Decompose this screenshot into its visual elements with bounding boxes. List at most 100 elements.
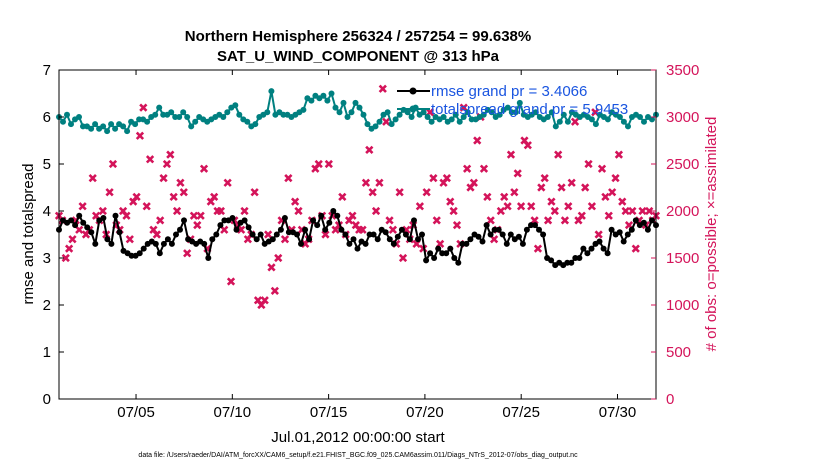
obs-assimilated-point — [459, 103, 468, 112]
obs-assimilated-point — [496, 206, 505, 216]
rmse-point — [76, 212, 83, 219]
totalspread-point — [440, 114, 447, 120]
legend: rmse grand pr = 3.4066 totalspread grand… — [397, 83, 628, 118]
rmse-point — [644, 226, 651, 233]
rmse-point — [495, 226, 502, 233]
rmse-point — [104, 236, 111, 243]
rmse-point — [572, 255, 579, 261]
totalspread-point — [168, 109, 175, 116]
rmse-point — [632, 217, 639, 224]
obs-assimilated-point — [98, 206, 107, 216]
obs-assimilated-point — [611, 173, 620, 183]
rmse-point — [427, 250, 434, 257]
totalspread-point — [408, 114, 415, 120]
obs-assimilated-point — [388, 225, 398, 234]
rmse-point — [580, 245, 587, 252]
totalspread-point — [176, 114, 183, 120]
rmse-point — [168, 240, 175, 247]
left-y-tick-label: 0 — [43, 391, 51, 408]
obs-assimilated-point — [614, 150, 624, 159]
rmse-point — [306, 236, 313, 243]
totalspread-point — [184, 114, 191, 120]
totalspread-point — [180, 109, 187, 116]
rmse-point — [354, 245, 361, 252]
totalspread-point — [548, 109, 555, 116]
obs-assimilated-point — [584, 159, 593, 169]
obs-assimilated-point — [601, 192, 610, 202]
obs-assimilated-point — [142, 202, 151, 211]
left-y-tick-label: 1 — [43, 344, 51, 361]
obs-assimilated-point — [348, 211, 357, 220]
rmse-point — [298, 240, 304, 247]
rmse-point — [205, 255, 212, 261]
rmse-point — [314, 222, 321, 229]
legend-rmse-marker — [409, 87, 417, 95]
legend-spread-label: totalspread grand pr = 5.9453 — [431, 101, 628, 118]
rmse-point — [519, 240, 526, 247]
obs-assimilated-point — [139, 103, 148, 112]
obs-assimilated-point — [594, 230, 603, 239]
rmse-point — [173, 231, 179, 238]
rmse-point — [455, 259, 462, 266]
obs-assimilated-point — [226, 277, 236, 286]
rmse-point — [588, 245, 595, 252]
obs-assimilated-point — [321, 230, 330, 239]
rmse-point — [628, 226, 635, 233]
obs-assimilated-point — [506, 150, 516, 159]
rmse-point — [294, 231, 300, 238]
totalspread-point — [364, 121, 371, 128]
rmse-point — [463, 240, 470, 247]
totalspread-point — [488, 109, 495, 116]
rmse-point — [548, 257, 555, 264]
rmse-point — [302, 226, 309, 233]
obs-assimilated-point — [193, 220, 202, 230]
rmse-point — [281, 215, 288, 221]
right-y-tick-label: 3500 — [666, 62, 699, 79]
obs-assimilated-point — [172, 206, 182, 216]
obs-assimilated-point — [68, 235, 77, 244]
obs-assimilated-point — [516, 202, 526, 211]
totalspread-point — [300, 106, 307, 113]
rmse-point — [249, 231, 256, 238]
totalspread-point — [388, 121, 395, 128]
obs-assimilated-point — [338, 192, 347, 202]
right-y-axis-ticks: 0 500 1000 1500 2000 2500 3000 3500 — [651, 62, 699, 408]
rmse-point — [487, 231, 494, 238]
rmse-point — [515, 233, 522, 240]
rmse-point — [245, 224, 252, 231]
obs-assimilated-point — [152, 230, 161, 239]
rmse-point — [229, 215, 236, 221]
rmse-point — [72, 222, 79, 229]
totalspread-point — [424, 114, 431, 120]
obs-assimilated-point — [284, 173, 293, 183]
rmse-point — [213, 231, 220, 238]
rmse-point — [596, 238, 603, 245]
obs-assimilated-point — [473, 136, 482, 145]
totalspread-point — [392, 116, 399, 123]
rmse-point — [608, 226, 615, 233]
obs-assimilated-point — [597, 164, 607, 173]
totalspread-point — [252, 121, 259, 128]
rmse-point — [209, 236, 216, 243]
obs-assimilated-point — [564, 202, 573, 211]
totalspread-point — [320, 92, 327, 99]
obs-assimilated-point — [237, 225, 246, 234]
totalspread-point — [404, 109, 411, 116]
obs-assimilated-point — [442, 173, 452, 183]
rmse-point — [540, 231, 547, 238]
rmse-point — [491, 226, 498, 233]
rmse-point — [382, 229, 389, 236]
totalspread-point — [120, 123, 127, 130]
chart-title-line1: Northern Hemisphere 256324 / 257254 = 99… — [185, 28, 531, 45]
obs-assimilated-point — [176, 178, 185, 187]
obs-assimilated-point — [395, 188, 404, 197]
rmse-point — [108, 240, 115, 247]
rmse-point — [475, 233, 482, 240]
obs-assimilated-point — [510, 188, 519, 197]
rmse-point — [201, 240, 208, 247]
obs-assimilated-point — [361, 178, 371, 187]
totalspread-point — [480, 111, 487, 118]
totalspread-point — [356, 104, 363, 111]
obs-assimilated-point — [78, 202, 87, 211]
totalspread-point — [232, 102, 239, 109]
